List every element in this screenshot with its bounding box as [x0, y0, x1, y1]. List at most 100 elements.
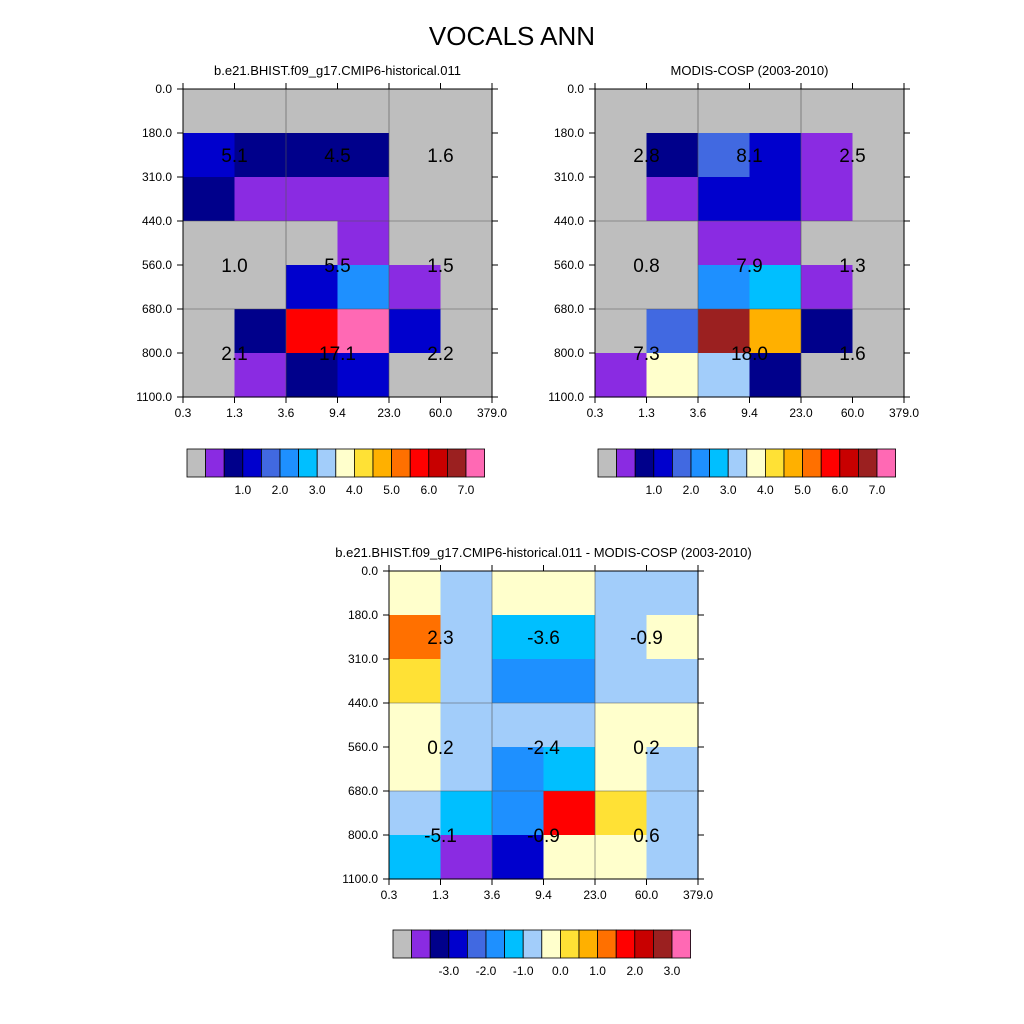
y-tick-label: 680.0: [142, 302, 172, 316]
heatmap-cell: [852, 309, 905, 354]
colorbar-box: [186, 448, 207, 478]
colorbar-box: [465, 448, 486, 478]
heatmap-cell: [543, 571, 596, 616]
heatmap-cell: [646, 177, 699, 222]
heatmap-cell: [646, 221, 699, 266]
colorbar-box: [391, 448, 411, 478]
heatmap-cell: [337, 265, 390, 310]
heatmap-cell: [543, 703, 596, 748]
cell-value-label: 2.3: [427, 628, 453, 649]
heatmap-cell: [595, 177, 648, 222]
panel-1: b.e21.BHIST.f09_g17.CMIP6-historical.011…: [136, 63, 507, 497]
x-tick-label: 0.3: [381, 888, 398, 902]
heatmap-cell: [749, 265, 802, 310]
y-tick-label: 560.0: [554, 258, 584, 272]
y-tick-label: 800.0: [348, 828, 378, 842]
colorbar-label: -2.0: [476, 964, 497, 978]
colorbar-label: 3.0: [720, 483, 737, 497]
colorbar-box: [690, 448, 711, 478]
cell-value-label: 2.8: [633, 146, 659, 167]
y-tick-label: 180.0: [348, 608, 378, 622]
heatmap-cell: [183, 89, 236, 134]
y-tick-label: 1100.0: [136, 390, 172, 404]
y-tick-label: 680.0: [348, 784, 378, 798]
heatmap-cell: [749, 221, 802, 266]
y-tick-label: 560.0: [348, 740, 378, 754]
heatmap-cell: [183, 309, 236, 354]
heatmap-cell: [389, 703, 442, 748]
heatmap-cell: [440, 615, 493, 660]
x-tick-label: 1.3: [226, 406, 243, 420]
heatmap-cell: [595, 659, 648, 704]
heatmap-cell: [698, 221, 751, 266]
figure-title: VOCALS ANN: [429, 21, 595, 51]
cell-value-label: 0.8: [633, 256, 659, 277]
heatmap-cell: [440, 835, 493, 880]
y-tick-label: 310.0: [142, 170, 172, 184]
y-tick-label: 680.0: [554, 302, 584, 316]
colorbar-box: [746, 448, 766, 478]
colorbar-box: [839, 448, 859, 478]
x-tick-label: 379.0: [889, 406, 919, 420]
colorbar-box: [353, 448, 374, 478]
heatmap-cell: [698, 89, 751, 134]
cell-value-label: 1.6: [427, 146, 453, 167]
heatmap-cell: [440, 221, 493, 266]
heatmap-cell: [440, 747, 493, 792]
x-tick-label: 60.0: [635, 888, 659, 902]
heatmap-cell: [183, 221, 236, 266]
y-tick-label: 180.0: [554, 126, 584, 140]
heatmap-cell: [440, 703, 493, 748]
heatmap-cell: [389, 309, 442, 354]
x-tick-label: 3.6: [484, 888, 501, 902]
y-tick-label: 180.0: [142, 126, 172, 140]
colorbar-box: [634, 929, 654, 959]
colorbar-label: 6.0: [831, 483, 848, 497]
heatmap-cell: [646, 659, 699, 704]
x-tick-label: 1.3: [432, 888, 449, 902]
heatmap-cell: [492, 747, 545, 792]
colorbar-box: [205, 448, 225, 478]
heatmap-cell: [440, 309, 493, 354]
colorbar-label: 4.0: [346, 483, 363, 497]
colorbar-box: [616, 448, 636, 478]
colorbar-box: [504, 929, 524, 959]
heatmap-cell: [440, 659, 493, 704]
colorbar-box: [448, 929, 468, 959]
heatmap-cell: [492, 791, 545, 836]
colorbar-box: [279, 448, 300, 478]
heatmap-cell: [440, 265, 493, 310]
colorbar-box: [802, 448, 822, 478]
heatmap-cell: [749, 133, 802, 178]
heatmap-cell: [389, 571, 442, 616]
y-tick-label: 0.0: [155, 82, 172, 96]
colorbar-box: [335, 448, 355, 478]
cell-value-label: 17.1: [319, 344, 356, 365]
heatmap-cell: [749, 353, 802, 398]
heatmap-cell: [698, 177, 751, 222]
colorbar-label: 2.0: [272, 483, 289, 497]
x-tick-label: 3.6: [278, 406, 295, 420]
heatmap-cell: [646, 571, 699, 616]
heatmap-cell: [440, 571, 493, 616]
heatmap-cell: [646, 835, 699, 880]
heatmap-cell: [801, 265, 854, 310]
y-tick-label: 440.0: [348, 696, 378, 710]
y-tick-label: 1100.0: [548, 390, 584, 404]
heatmap-cell: [492, 615, 545, 660]
heatmap-cell: [595, 571, 648, 616]
panel-title: b.e21.BHIST.f09_g17.CMIP6-historical.011…: [335, 545, 751, 560]
heatmap-cell: [440, 791, 493, 836]
x-tick-label: 3.6: [690, 406, 707, 420]
x-tick-label: 60.0: [429, 406, 453, 420]
colorbar-box: [411, 929, 431, 959]
colorbar-box: [709, 448, 729, 478]
heatmap-cell: [698, 133, 751, 178]
heatmap-cell: [852, 353, 905, 398]
colorbar-box: [765, 448, 785, 478]
heatmap-cell: [389, 265, 442, 310]
y-tick-label: 800.0: [142, 346, 172, 360]
heatmap-cell: [389, 221, 442, 266]
heatmap-cell: [801, 177, 854, 222]
heatmap-cell: [646, 353, 699, 398]
